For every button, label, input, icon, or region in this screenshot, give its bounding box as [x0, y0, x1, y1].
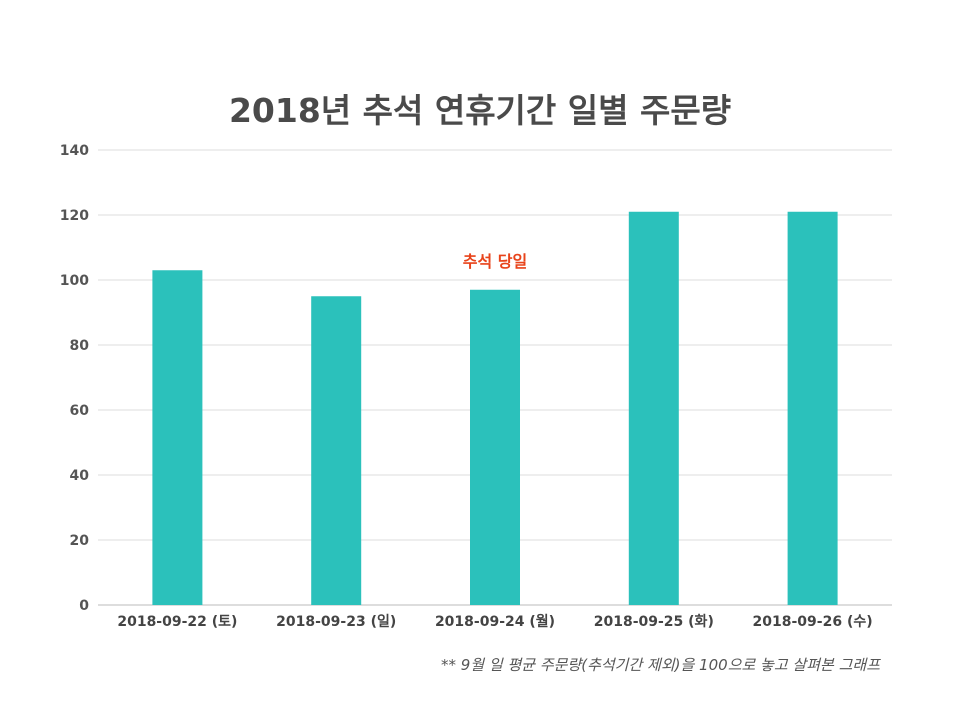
x-tick-label: 2018-09-22 (토)	[117, 614, 237, 630]
y-tick-label: 40	[70, 468, 90, 484]
bar	[152, 270, 203, 605]
y-tick-label: 80	[70, 338, 90, 354]
bar	[628, 211, 679, 605]
y-tick-label: 120	[60, 208, 89, 224]
bar	[787, 211, 838, 605]
y-tick-label: 0	[79, 598, 89, 614]
x-tick-label: 2018-09-23 (일)	[276, 614, 396, 630]
x-axis-ticks: 2018-09-22 (토) 2018-09-23 (일) 2018-09-24 (…	[117, 613, 872, 630]
y-axis-ticks: 0 20 40 60 80 100 120 140	[60, 143, 89, 614]
x-tick-label: 2018-09-25 (화)	[594, 614, 714, 630]
x-tick-label: 2018-09-26 (수)	[753, 614, 873, 630]
x-tick-label: 2018-09-24 (월)	[435, 613, 555, 630]
y-tick-label: 140	[60, 143, 89, 159]
y-tick-label: 20	[70, 533, 90, 549]
annotations: 추석 당일	[463, 252, 527, 271]
y-tick-label: 100	[60, 273, 89, 289]
bar	[470, 289, 520, 605]
chart-title: 2018년 추석 연휴기간 일별 주문량	[228, 91, 732, 130]
bar	[311, 296, 362, 605]
annotation-label: 추석 당일	[463, 252, 527, 271]
bars	[152, 211, 838, 605]
y-tick-label: 60	[70, 403, 90, 419]
footnote: ** 9월 일 평균 주문량(추석기간 제외)을 100으로 놓고 살펴본 그래…	[441, 656, 880, 674]
